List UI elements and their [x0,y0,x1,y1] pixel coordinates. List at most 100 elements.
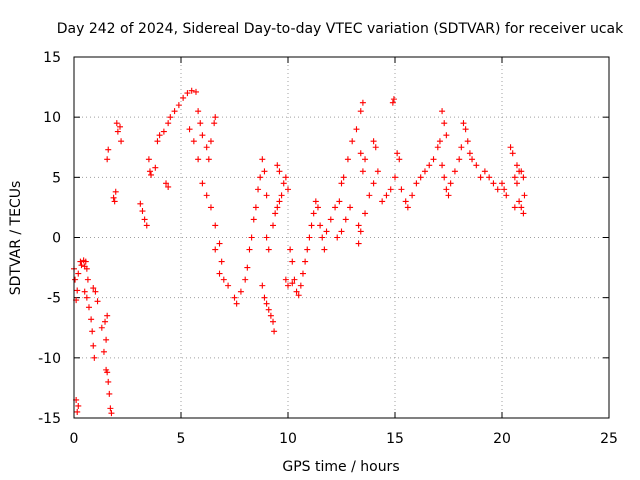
data-point [387,186,394,193]
data-point [114,128,121,135]
data-point [362,210,369,217]
data-point [447,180,454,187]
data-point [481,168,488,175]
data-point [372,144,379,151]
data-point [105,378,112,385]
data-point [118,138,125,145]
data-point [195,156,202,163]
data-point [394,150,401,157]
data-point [154,138,161,145]
chart-title: Day 242 of 2024, Sidereal Day-to-day VTE… [57,21,624,37]
data-point [83,294,90,301]
data-point [100,348,107,355]
data-point [248,234,255,241]
data-point [357,150,364,157]
data-point [344,156,351,163]
data-point [216,240,223,247]
data-point [285,186,291,193]
data-point [490,180,497,187]
data-point [355,240,362,247]
grid [74,57,609,418]
data-point [439,162,446,169]
data-point [252,204,259,211]
data-point [263,192,270,199]
x-axis-label: GPS time / hours [282,459,399,475]
data-point [321,246,328,253]
data-point [175,102,182,109]
data-point [141,216,148,223]
data-point [271,328,278,335]
data-point [265,246,272,253]
data-point [261,294,268,301]
data-point [477,174,484,181]
data-point [186,126,193,133]
data-point [184,90,191,97]
data-point [143,222,150,229]
data-point [267,312,274,319]
data-point [464,138,471,145]
data-point [90,342,97,349]
data-point [421,168,428,175]
data-point [148,171,155,178]
data-point [282,174,289,181]
data-point [74,408,81,415]
data-point [398,186,405,193]
data-point [441,174,448,181]
data-point [362,156,369,163]
data-point [98,324,105,331]
data-point [374,168,381,175]
data-point [102,318,109,325]
data-point [445,192,452,199]
data-point [218,258,225,265]
data-point [278,192,285,199]
data-point [287,246,294,253]
data-point [180,94,187,101]
data-point [332,204,339,211]
data-point [355,222,362,229]
x-tick-label: 15 [386,431,404,447]
data-point [72,276,79,283]
data-point [293,288,300,295]
data-point [152,164,159,171]
data-point [75,402,82,409]
data-point [190,138,197,145]
data-point [299,270,306,277]
data-point [319,234,326,241]
data-point [280,180,287,187]
data-point [516,198,523,205]
data-point [521,192,528,199]
data-point [165,183,172,190]
data-point [338,180,345,187]
data-point [314,204,321,211]
data-point [276,168,283,175]
data-point [270,222,277,229]
data-point [460,120,467,127]
data-point [310,210,317,217]
x-tick-label: 20 [493,431,511,447]
data-point [499,180,505,187]
data-point [436,138,443,145]
data-point [520,174,527,181]
data-point [212,246,219,253]
data-point [220,276,227,283]
data-point [163,180,170,187]
data-point [434,144,441,151]
x-tick-label: 10 [279,431,297,447]
data-point [77,258,84,265]
data-point [451,168,458,175]
data-point [306,234,313,241]
data-point [246,246,253,253]
data-point [146,168,153,175]
data-point [349,138,356,145]
data-point [379,198,386,205]
data-point [509,150,516,157]
y-tick-label: 5 [52,170,61,186]
data-point [104,369,111,376]
data-point [75,270,82,277]
data-point [211,120,218,127]
x-tick-label: 25 [600,431,618,447]
data-point [83,265,90,272]
data-point [426,162,433,169]
data-point [242,276,249,283]
